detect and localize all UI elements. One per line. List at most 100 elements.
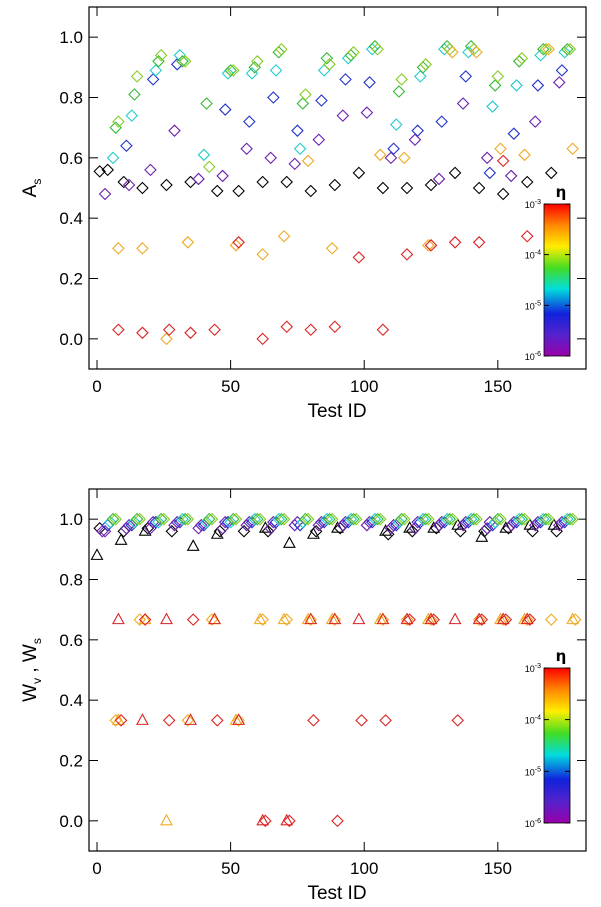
colorbar-tick-label: 10-3	[525, 199, 541, 210]
data-point-diamond	[480, 151, 494, 165]
data-point-diamond	[112, 323, 125, 337]
data-point-diamond	[419, 58, 432, 71]
data-point-diamond	[277, 512, 291, 526]
data-point-diamond	[419, 512, 432, 526]
data-point-diamond	[408, 133, 422, 147]
data-point-diamond	[376, 323, 390, 337]
data-point-diamond	[192, 521, 205, 535]
y-tick-label: 0.8	[59, 571, 83, 590]
data-point-diamond	[315, 94, 328, 107]
data-point-diamond	[218, 103, 232, 116]
data-point-diamond	[275, 512, 288, 526]
data-point-diamond	[491, 70, 505, 83]
data-point-diamond	[336, 518, 350, 532]
data-point-triangle	[400, 612, 414, 625]
data-point-diamond	[422, 512, 435, 526]
colorbar-title: η	[556, 183, 567, 201]
data-point-diamond	[422, 239, 435, 252]
data-point-diamond	[157, 512, 171, 526]
data-point-diamond	[515, 52, 529, 65]
data-point-diamond	[154, 512, 168, 526]
data-point-diamond	[523, 613, 537, 626]
data-point-diamond	[240, 142, 253, 156]
data-point-diamond	[520, 613, 534, 626]
colorbar-title: η	[556, 647, 567, 665]
data-point-diamond	[360, 518, 374, 532]
data-point-diamond	[301, 154, 315, 168]
data-point-diamond	[496, 187, 510, 201]
data-point-diamond	[221, 67, 235, 80]
data-point-triangle	[379, 524, 393, 536]
data-point-diamond	[483, 166, 497, 180]
data-point-triangle	[280, 813, 294, 826]
data-point-diamond	[553, 76, 566, 89]
data-point-diamond	[128, 88, 141, 101]
data-point-diamond	[267, 91, 280, 104]
data-point-triangle	[111, 612, 125, 625]
data-point-diamond	[197, 148, 211, 162]
data-point-diamond	[328, 178, 342, 192]
plot-frame	[88, 488, 587, 852]
data-point-diamond	[352, 251, 366, 264]
data-point-diamond	[136, 181, 149, 195]
data-point-diamond	[376, 181, 390, 195]
data-point-triangle	[232, 713, 246, 725]
data-point-diamond	[451, 714, 465, 727]
data-point-diamond	[360, 106, 374, 119]
data-point-diamond	[536, 512, 550, 526]
data-point-diamond	[486, 100, 499, 113]
data-point-triangle	[186, 539, 200, 551]
data-point-diamond	[344, 512, 358, 526]
data-point-diamond	[256, 175, 269, 189]
data-point-diamond	[149, 64, 163, 77]
data-point-diamond	[133, 613, 147, 626]
data-point-diamond	[456, 518, 470, 532]
x-tick-label: 100	[350, 377, 378, 396]
data-point-diamond	[122, 178, 136, 192]
data-point-diamond	[296, 97, 310, 110]
x-tick-label: 150	[484, 377, 512, 396]
data-point-diamond	[240, 518, 253, 532]
data-point-diamond	[256, 613, 269, 626]
data-point-diamond	[202, 160, 216, 174]
data-point-diamond	[499, 613, 513, 626]
data-point-diamond	[448, 166, 462, 180]
data-point-triangle	[424, 612, 438, 625]
data-point-diamond	[299, 88, 312, 101]
data-point-diamond	[106, 512, 120, 526]
data-point-diamond	[443, 512, 457, 526]
data-point-diamond	[325, 512, 339, 526]
data-point-diamond	[427, 613, 440, 626]
data-point-diamond	[277, 229, 291, 243]
data-point-diamond	[496, 154, 510, 168]
data-point-diamond	[176, 512, 189, 526]
data-point-diamond	[202, 512, 216, 526]
data-point-diamond	[264, 151, 277, 165]
data-point-diamond	[162, 323, 176, 337]
data-point-diamond	[339, 73, 352, 86]
data-point-triangle	[328, 612, 342, 625]
data-point-diamond	[216, 169, 229, 183]
data-point-diamond	[312, 133, 326, 147]
data-point-diamond	[109, 714, 122, 727]
data-points	[90, 512, 582, 828]
data-point-diamond	[176, 55, 189, 68]
x-axis-label: Test ID	[307, 883, 366, 904]
data-point-diamond	[347, 512, 360, 526]
data-point-diamond	[98, 187, 112, 201]
y-tick-label: 1.0	[59, 28, 83, 47]
data-point-triangle	[282, 536, 296, 548]
data-point-diamond	[160, 178, 173, 192]
data-point-diamond	[248, 512, 261, 526]
data-point-diamond	[435, 115, 448, 128]
data-point-diamond	[146, 73, 160, 86]
data-point-triangle	[258, 521, 272, 533]
data-point-triangle	[331, 521, 344, 533]
colorbar-gradient	[543, 203, 571, 357]
data-point-diamond	[178, 55, 192, 68]
data-point-diamond	[280, 613, 294, 626]
data-point-diamond	[331, 814, 344, 828]
data-point-diamond	[344, 48, 358, 62]
data-point-diamond	[328, 320, 342, 334]
